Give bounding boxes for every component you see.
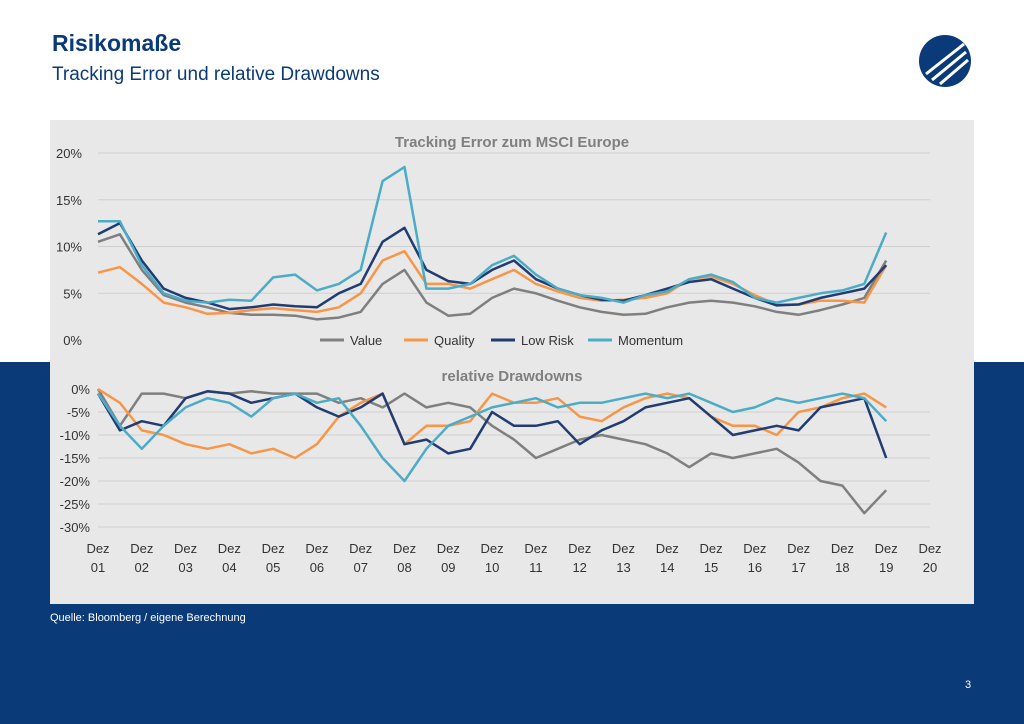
x-tick-label-month: Dez [437,541,460,556]
x-tick-label-year: 07 [354,560,368,575]
y-tick-label: -20% [60,474,91,489]
x-tick-label-year: 06 [310,560,324,575]
page-number: 3 [965,679,972,691]
legend-label: Momentum [618,333,683,348]
x-tick-label-month: Dez [524,541,547,556]
x-tick-label-month: Dez [787,541,810,556]
chart-panel: Tracking Error zum MSCI Europe 20% 15% 10% 5… [50,120,974,604]
y-tick-label: 0% [63,333,82,348]
y-tick-label: -15% [60,451,91,466]
y-tick-label: 10% [56,240,82,255]
x-tick-label-year: 17 [791,560,805,575]
x-tick-label-year: 08 [397,560,411,575]
source-note: Quelle: Bloomberg / eigene Berechnung [50,612,246,624]
x-tick-label-year: 20 [923,560,937,575]
x-tick-label-month: Dez [875,541,898,556]
y-tick-label: 5% [63,286,82,301]
y-tick-label: 20% [56,146,82,161]
x-tick-label-year: 15 [704,560,718,575]
series-line-momentum [96,392,888,483]
page-title: Risikomaße [52,30,182,56]
chart-title: relative Drawdowns [442,368,583,385]
legend-label: Quality [434,333,475,348]
x-tick-label-month: Dez [481,541,504,556]
x-tick-label-year: 11 [529,560,543,575]
x-tick-label-month: Dez [656,541,679,556]
x-tick-label-year: 10 [485,560,499,575]
x-tick-label-year: 03 [178,560,192,575]
x-tick-label-month: Dez [699,541,722,556]
y-tick-label: 0% [71,382,90,397]
x-tick-label-month: Dez [743,541,766,556]
series-line-momentum [98,165,888,304]
legend-label: Low Risk [521,333,574,348]
x-tick-label-year: 04 [222,560,236,575]
x-tick-label-year: 19 [879,560,893,575]
y-tick-label: -5% [67,405,91,420]
x-tick-label-year: 02 [135,560,149,575]
series-line-quality [97,387,887,460]
x-tick-label-month: Dez [305,541,328,556]
series-line-quality [97,249,888,316]
stylized-sail-logo-icon [919,35,971,87]
x-tick-label-month: Dez [130,541,153,556]
x-tick-label-month: Dez [218,541,241,556]
x-tick-label-year: 01 [91,560,105,575]
y-tick-label: -30% [60,520,91,535]
series-line-low-risk [96,390,888,459]
legend-label: Value [350,333,382,348]
x-tick-label-month: Dez [393,541,416,556]
y-tick-label: -10% [60,428,91,443]
y-tick-label: -25% [60,497,91,512]
x-tick-label-year: 16 [748,560,762,575]
chart-title: Tracking Error zum MSCI Europe [395,134,629,151]
x-tick-label-year: 18 [835,560,849,575]
x-tick-label-month: Dez [831,541,854,556]
x-tick-label-year: 05 [266,560,280,575]
x-tick-label-month: Dez [918,541,941,556]
x-tick-label-month: Dez [568,541,591,556]
x-tick-label-year: 12 [572,560,586,575]
x-tick-label-month: Dez [612,541,635,556]
x-tick-label-month: Dez [349,541,372,556]
y-tick-label: 15% [56,193,82,208]
chart-canvas: Tracking Error zum MSCI Europe 20% 15% 10% 5… [56,134,942,575]
x-tick-label-year: 13 [616,560,630,575]
page-subtitle: Tracking Error und relative Drawdowns [52,64,380,85]
x-tick-label-year: 09 [441,560,455,575]
series-line-value [97,233,888,321]
x-tick-label-year: 14 [660,560,674,575]
x-tick-label-month: Dez [262,541,285,556]
x-tick-label-month: Dez [86,541,109,556]
x-tick-label-month: Dez [174,541,197,556]
